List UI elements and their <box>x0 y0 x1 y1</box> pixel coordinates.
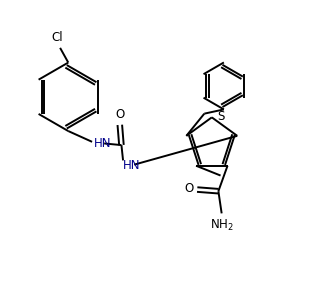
Text: S: S <box>217 110 225 122</box>
Text: Cl: Cl <box>52 31 63 44</box>
Text: HN: HN <box>123 159 140 172</box>
Text: HN: HN <box>94 137 111 150</box>
Text: O: O <box>184 182 193 195</box>
Text: O: O <box>115 108 124 121</box>
Text: NH$_2$: NH$_2$ <box>210 218 234 233</box>
